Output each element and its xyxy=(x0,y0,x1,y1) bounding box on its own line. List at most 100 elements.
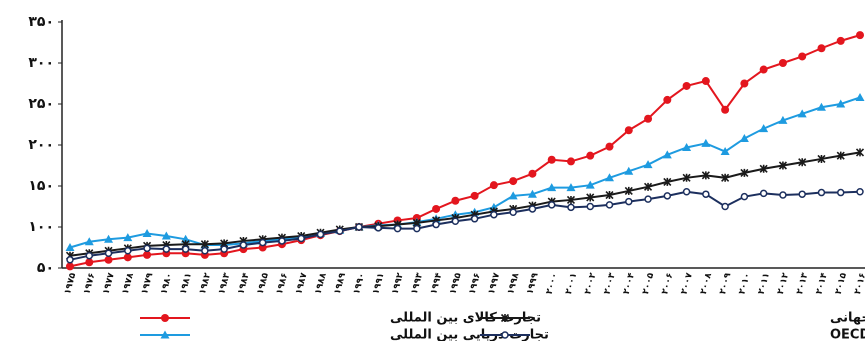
x-tick-label: ۱۹۷۸ xyxy=(121,271,136,295)
point xyxy=(393,224,402,233)
point xyxy=(624,166,634,175)
point xyxy=(585,180,595,189)
point xyxy=(586,151,595,160)
x-tick-label: ۱۹۹۱ xyxy=(371,272,386,296)
point xyxy=(85,251,94,260)
point xyxy=(605,142,614,151)
point xyxy=(759,124,769,133)
point xyxy=(701,77,710,86)
point xyxy=(432,220,440,229)
point xyxy=(779,191,787,199)
point xyxy=(856,31,864,40)
x-tick-label: ۱۹۸۳ xyxy=(217,271,232,295)
x-tick-label: ۱۹۹۸ xyxy=(506,271,521,295)
point xyxy=(104,234,114,243)
point xyxy=(528,169,537,178)
point xyxy=(547,201,556,209)
point xyxy=(586,193,595,202)
legend-label: تجارت کالای بین المللی xyxy=(390,311,541,326)
point xyxy=(508,191,518,200)
point xyxy=(413,224,421,233)
point xyxy=(682,81,691,90)
point xyxy=(778,115,788,124)
x-tick-label: ۱۹۸۱ xyxy=(179,272,194,296)
point xyxy=(84,237,94,246)
point xyxy=(586,202,594,211)
point xyxy=(104,255,113,264)
point xyxy=(663,95,672,104)
point xyxy=(527,189,537,198)
y-tick-label: ۲۵۰ xyxy=(28,96,54,112)
point xyxy=(740,168,749,177)
point xyxy=(85,258,94,267)
x-tick-label: ۱۹۹۰ xyxy=(352,272,367,296)
point xyxy=(432,204,441,213)
point xyxy=(798,190,806,198)
x-tick-label: ۱۹۸۵ xyxy=(256,271,271,295)
point xyxy=(778,161,787,170)
point xyxy=(836,151,845,160)
point xyxy=(489,181,498,190)
point xyxy=(220,245,228,253)
x-tick-label: ۲۰۰۵ xyxy=(641,271,656,295)
point xyxy=(605,190,614,200)
point xyxy=(817,188,826,197)
point xyxy=(644,195,652,203)
legend-marker xyxy=(160,330,170,339)
point xyxy=(181,245,190,253)
legend-marker xyxy=(501,331,509,339)
y-tick-label: ۵۰ xyxy=(37,260,54,276)
point xyxy=(721,105,730,114)
point xyxy=(451,196,460,205)
x-tick-label: ۲۰۰۴ xyxy=(622,271,637,295)
point xyxy=(624,186,633,195)
point xyxy=(124,247,132,255)
legend-label: تولید ناخالص جهانی xyxy=(830,311,865,326)
x-tick-label: ۱۹۸۸ xyxy=(313,271,328,295)
point xyxy=(528,205,537,213)
point xyxy=(682,187,691,196)
point xyxy=(721,202,729,211)
point xyxy=(509,208,517,216)
point xyxy=(336,227,344,235)
point xyxy=(547,183,557,192)
x-tick-label: ۲۰۱۳ xyxy=(795,271,810,295)
point xyxy=(509,177,518,186)
point xyxy=(855,92,865,101)
point xyxy=(798,52,807,61)
x-tick-label: ۲۰۱۲ xyxy=(776,271,791,295)
point xyxy=(566,195,576,205)
x-tick-label: ۲۰۰۲ xyxy=(583,271,598,295)
legend-label: شاخص تولیدات صنعتی کشورهای OECD xyxy=(830,328,865,341)
point xyxy=(759,189,768,198)
point xyxy=(104,249,113,257)
point xyxy=(470,215,479,223)
point xyxy=(682,173,691,182)
point xyxy=(817,44,826,53)
point xyxy=(181,234,191,243)
x-tick-label: ۱۹۷۷ xyxy=(101,271,116,295)
x-tick-label: ۱۹۷۵ xyxy=(63,271,78,295)
point xyxy=(816,102,826,111)
x-tick-label: ۱۹۷۹ xyxy=(140,271,155,295)
point xyxy=(123,233,133,242)
x-tick-label: ۱۹۸۰ xyxy=(159,272,174,296)
point xyxy=(663,177,672,186)
point xyxy=(547,155,556,164)
x-tick-label: ۲۰۰۸ xyxy=(699,271,714,295)
point xyxy=(682,142,692,151)
x-tick-label: ۲۰۱۶ xyxy=(853,272,865,296)
point xyxy=(739,133,749,142)
point xyxy=(797,109,807,118)
point xyxy=(643,182,653,191)
point xyxy=(355,223,363,231)
point xyxy=(374,224,383,232)
point xyxy=(856,187,864,196)
point xyxy=(316,230,325,239)
y-tick-label: ۲۰۰ xyxy=(28,137,54,153)
point xyxy=(239,241,248,249)
point xyxy=(720,147,730,156)
x-tick-label: ۱۹۸۴ xyxy=(236,271,251,295)
point xyxy=(451,217,460,226)
